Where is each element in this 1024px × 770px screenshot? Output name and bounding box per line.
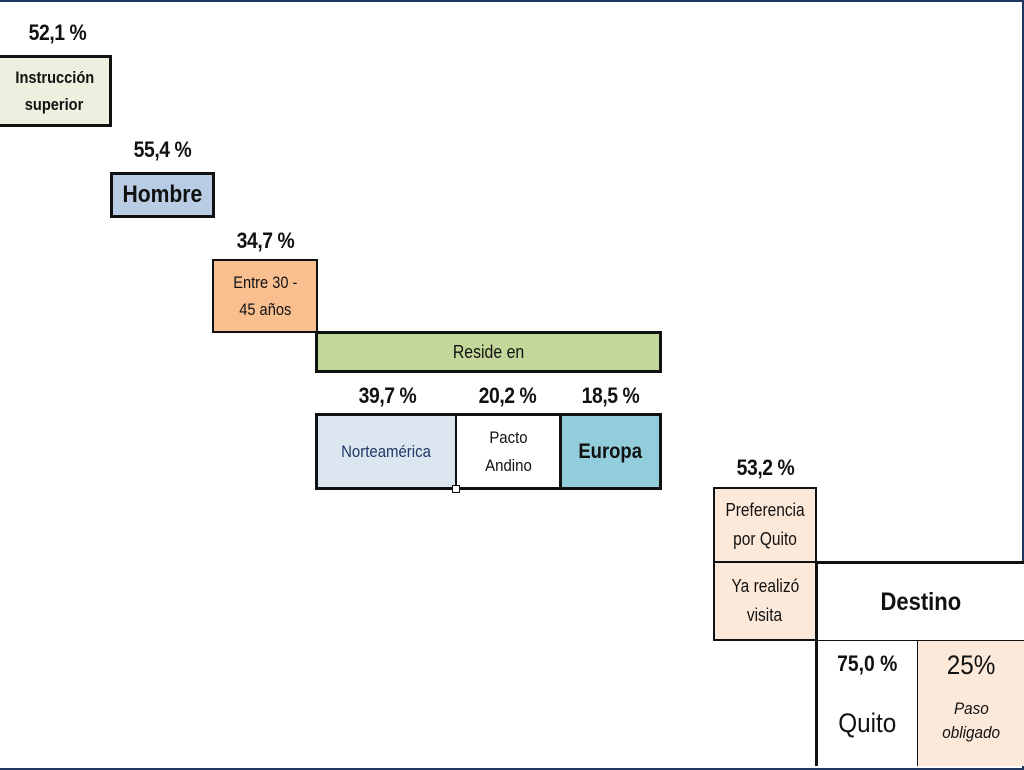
edad-label-2: 45 años [238, 300, 292, 319]
quito-box: 75,0 % Quito [815, 641, 920, 766]
preferencia-label-2: por Quito [733, 529, 797, 549]
europa-box: Europa [559, 413, 662, 490]
norteamerica-box: Norteamérica [315, 413, 458, 490]
norteamerica-label: Norteamérica [341, 441, 432, 461]
selection-handle [452, 485, 460, 493]
preferencia-label-1: Preferencia [725, 500, 805, 521]
paso-label-2: obligado [942, 722, 1000, 742]
instruccion-percent: 52,1 % [28, 20, 87, 45]
norteamerica-percent: 39,7 % [358, 383, 417, 408]
pacto-andino-percent: 20,2 % [478, 383, 537, 408]
paso-percent: 25% [946, 650, 996, 680]
reside-en-label: Reside en [452, 341, 525, 362]
destino-label: Destino [880, 588, 962, 616]
hombre-percent: 55,4 % [133, 137, 192, 162]
destino-box: Destino [815, 561, 1024, 643]
instruccion-label-2: superior [25, 95, 84, 114]
ya-realizo-visita-box: Ya realizó visita [713, 561, 817, 641]
europa-label: Europa [578, 439, 643, 463]
reside-en-bar: Reside en [315, 331, 662, 373]
pacto-label-1: Pacto [489, 428, 528, 448]
hombre-box: Hombre [110, 172, 215, 218]
pacto-label-2: Andino [485, 455, 532, 475]
instruccion-label-1: Instrucción [15, 67, 94, 87]
instruccion-superior-box: Instrucción superior [0, 55, 112, 127]
edad-percent: 34,7 % [236, 228, 295, 253]
hombre-label: Hombre [122, 180, 203, 208]
paso-obligado-box: 25% Paso obligado [918, 641, 1024, 766]
quito-percent: 75,0 % [837, 651, 898, 676]
europa-percent: 18,5 % [581, 383, 640, 408]
visita-label-1: Ya realizó [731, 576, 799, 597]
edad-label-1: Entre 30 - [232, 272, 298, 292]
preferencia-percent: 53,2 % [736, 455, 795, 480]
preferencia-quito-box: Preferencia por Quito [713, 487, 817, 563]
paso-label-1: Paso [953, 699, 989, 718]
edad-box: Entre 30 - 45 años [212, 259, 318, 333]
pacto-andino-box: Pacto Andino [456, 413, 561, 490]
visita-label-2: visita [747, 605, 783, 625]
quito-label: Quito [838, 708, 897, 738]
